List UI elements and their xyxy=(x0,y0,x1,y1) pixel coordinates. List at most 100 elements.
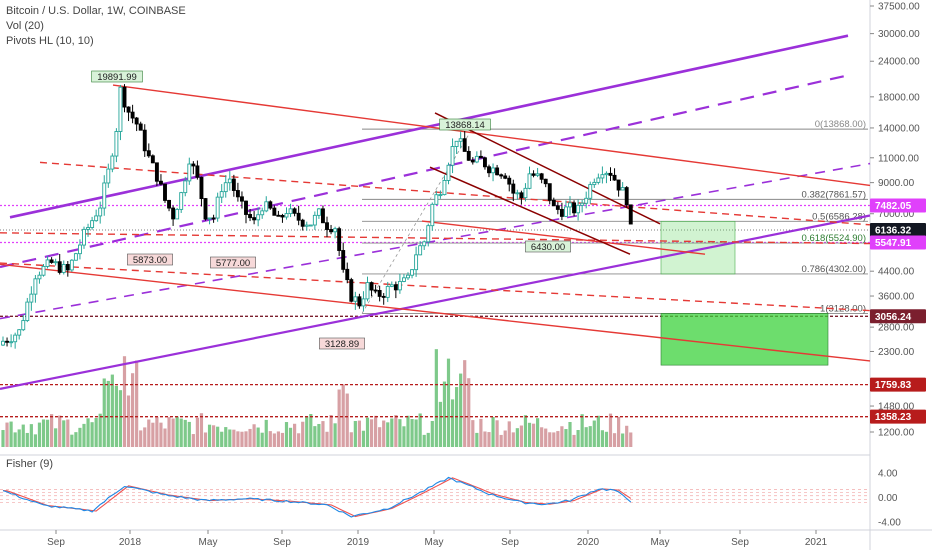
volume-bar xyxy=(313,426,317,447)
pivot-label: 5873.00 xyxy=(133,255,167,266)
volume-bar xyxy=(29,424,33,447)
candle-body xyxy=(223,182,228,193)
candle-body xyxy=(446,164,451,181)
red-trend-mid2 xyxy=(0,232,871,245)
volume-bar xyxy=(78,427,82,447)
candle-body xyxy=(25,301,30,322)
candle-body xyxy=(600,174,605,179)
candle-body xyxy=(150,155,155,164)
candle-body xyxy=(450,146,455,166)
candle-body xyxy=(462,138,467,152)
candle-body xyxy=(308,224,313,227)
candle-body xyxy=(531,173,536,176)
candle-body xyxy=(138,123,143,131)
candle-body xyxy=(248,214,253,219)
x-axis-label: 2020 xyxy=(577,537,600,548)
volume-bar xyxy=(110,374,114,447)
candle-body xyxy=(329,229,333,233)
volume-bar xyxy=(491,417,495,447)
y-axis-label: 18000.00 xyxy=(878,92,920,103)
volume-bar xyxy=(62,420,66,447)
volume-bar xyxy=(122,356,127,447)
candle-body xyxy=(543,178,548,185)
volume-bar xyxy=(70,434,74,447)
candle-body xyxy=(17,329,22,336)
volume-bar xyxy=(329,414,333,447)
candle-body xyxy=(9,341,14,344)
candle-body xyxy=(280,215,285,218)
price-tag-value: 3056.24 xyxy=(875,312,912,323)
volume-bar xyxy=(66,419,70,447)
candle-body xyxy=(515,192,520,195)
volume-bar xyxy=(151,422,155,447)
volume-bar xyxy=(450,399,455,447)
volume-bar xyxy=(394,415,398,447)
volume-bar xyxy=(212,425,216,447)
volume-bar xyxy=(90,422,94,447)
candle-body xyxy=(102,182,107,209)
y-axis-label: 9000.00 xyxy=(878,178,915,189)
volume-bar xyxy=(183,419,187,447)
candle-body xyxy=(211,217,216,220)
candle-body xyxy=(94,215,99,222)
candle-body xyxy=(325,222,329,230)
candle-body xyxy=(572,202,576,214)
volume-bar xyxy=(220,431,224,447)
candle-body xyxy=(284,213,289,218)
volume-bar xyxy=(5,422,9,447)
fib-level-label: 0.618(5524.90) xyxy=(802,233,866,244)
volume-bar xyxy=(552,432,556,447)
y-axis-label: 2800.00 xyxy=(878,323,915,334)
volume-bar xyxy=(228,429,232,447)
volume-bar xyxy=(531,423,536,447)
candle-body xyxy=(1,340,5,346)
volume-bar xyxy=(179,418,183,447)
volume-bar xyxy=(463,360,467,447)
y-axis-label: 11000.00 xyxy=(878,153,919,164)
candle-body xyxy=(535,173,540,176)
volume-bar xyxy=(434,349,438,447)
volume-bar xyxy=(584,427,588,447)
candle-body xyxy=(316,208,321,216)
volume-bar xyxy=(471,420,475,447)
candle-body xyxy=(555,205,560,210)
purple-channel-mid xyxy=(0,73,851,269)
candle-body xyxy=(466,150,471,161)
price-tag-box xyxy=(870,198,926,213)
candle-body xyxy=(377,289,382,297)
volume-bar xyxy=(135,360,139,447)
candle-body xyxy=(86,227,91,230)
volume-bar xyxy=(288,427,293,447)
volume-bar xyxy=(418,413,422,447)
candle-body xyxy=(312,214,317,226)
candle-body xyxy=(389,284,394,287)
volume-bar xyxy=(349,432,353,447)
candle-body xyxy=(353,296,358,302)
volume-bar xyxy=(236,431,240,447)
volume-bar xyxy=(511,432,515,447)
candle-body xyxy=(300,219,305,227)
candle-body xyxy=(385,285,390,298)
candle-body xyxy=(454,140,459,147)
candle-body xyxy=(584,197,589,204)
candle-body xyxy=(511,183,516,194)
candle-body xyxy=(142,129,147,152)
volume-bar xyxy=(596,415,600,447)
candle-body xyxy=(499,174,504,177)
candle-body xyxy=(539,173,544,180)
volume-bar xyxy=(293,423,297,447)
volume-bar xyxy=(495,420,499,447)
volume-bar xyxy=(608,413,613,447)
volume-bar xyxy=(321,421,325,447)
candle-body xyxy=(256,214,261,221)
volume-bar xyxy=(118,390,123,447)
pivot-label-box xyxy=(127,253,173,266)
candle-body xyxy=(29,293,34,303)
candle-body xyxy=(215,196,220,219)
candle-body xyxy=(430,203,435,227)
volume-bar xyxy=(406,415,410,447)
volume-bar xyxy=(572,434,576,447)
candle-body xyxy=(175,208,180,220)
volume-bar xyxy=(50,414,54,447)
